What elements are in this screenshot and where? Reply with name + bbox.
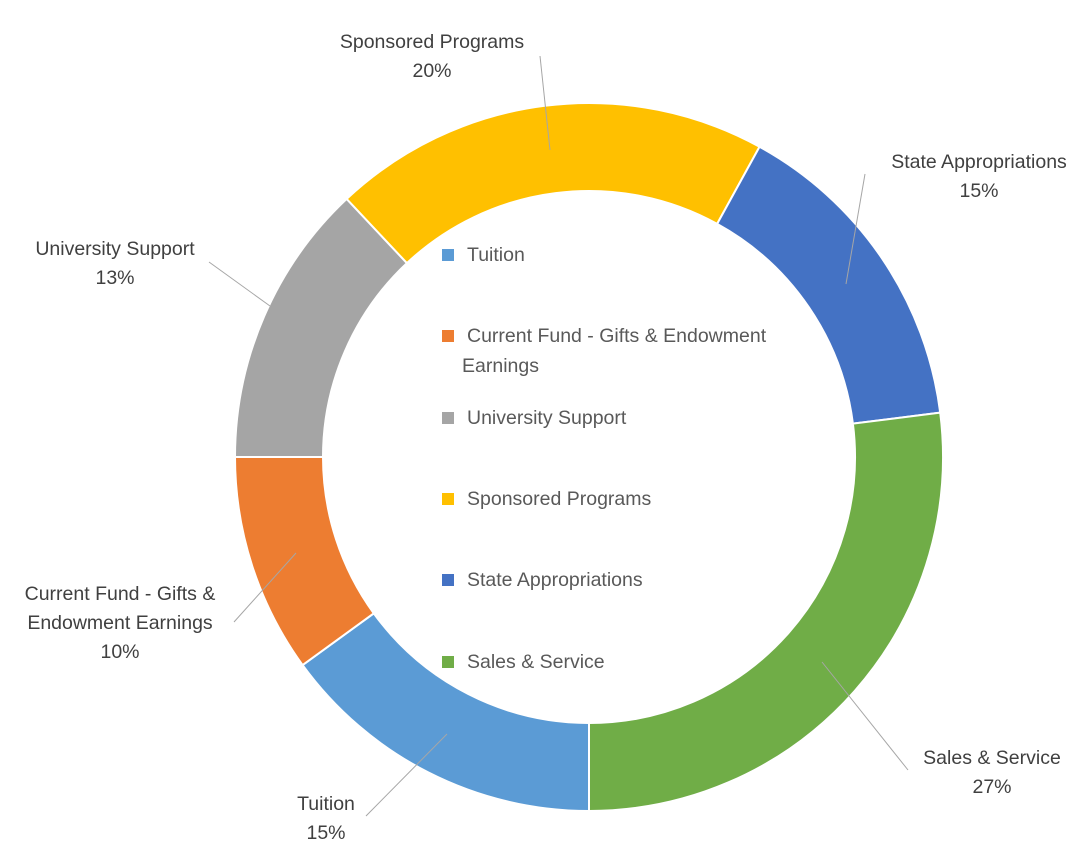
slice-sponsored-programs bbox=[345, 102, 761, 265]
data-label-university-support: University Support 13% bbox=[35, 238, 195, 289]
legend-marker bbox=[442, 574, 454, 586]
legend-item-tuition: Tuition bbox=[442, 244, 525, 266]
data-label-sponsored-programs: Sponsored Programs 20% bbox=[340, 31, 525, 82]
data-label-name: University Support bbox=[35, 238, 195, 260]
data-label-percent: 15% bbox=[959, 180, 998, 202]
data-label-name: Current Fund - Gifts & bbox=[25, 583, 216, 605]
data-label-state-appropriations: State Appropriations 15% bbox=[891, 151, 1067, 202]
legend-marker bbox=[442, 656, 454, 668]
leader-line-tuition bbox=[365, 733, 448, 817]
slice-sales-and-service bbox=[588, 411, 944, 813]
legend-label: Current Fund - Gifts & Endowment Earnings bbox=[462, 325, 767, 377]
leader-line-current-fund-gifts-and-endowment-earnings bbox=[233, 552, 297, 623]
legend-item-current-fund-gifts-and-endowment-earnings: Current Fund - Gifts & Endowment Earnings bbox=[442, 325, 767, 377]
legend: Tuition Current Fund - Gifts & Endowment E… bbox=[442, 244, 767, 673]
data-label-percent: 27% bbox=[972, 776, 1011, 798]
leader-line-sales-and-service bbox=[821, 661, 909, 771]
legend-label: Sales & Service bbox=[467, 651, 605, 673]
data-label-tuition: Tuition 15% bbox=[297, 793, 355, 844]
leader-lines bbox=[208, 55, 909, 817]
slice-tuition bbox=[301, 611, 590, 813]
legend-marker bbox=[442, 493, 454, 505]
legend-marker bbox=[442, 412, 454, 424]
leader-line-university-support bbox=[208, 261, 271, 307]
legend-item-sponsored-programs: Sponsored Programs bbox=[442, 488, 652, 510]
legend-item-university-support: University Support bbox=[442, 407, 627, 429]
legend-label: State Appropriations bbox=[467, 569, 643, 591]
data-label-name: Sales & Service bbox=[923, 747, 1061, 769]
legend-item-sales-and-service: Sales & Service bbox=[442, 651, 605, 673]
legend-label: Tuition bbox=[467, 244, 525, 266]
legend-label: University Support bbox=[467, 407, 627, 429]
data-label-name: Sponsored Programs bbox=[340, 31, 525, 53]
data-label-percent: 10% bbox=[100, 641, 139, 663]
slice-university-support bbox=[233, 197, 409, 458]
data-label-sales-and-service: Sales & Service 27% bbox=[923, 747, 1061, 798]
data-label-current-fund-gifts-and-endowment-earnings: Current Fund - Gifts & Endowment Earnings… bbox=[25, 583, 216, 663]
slice-state-appropriations bbox=[715, 145, 942, 425]
legend-marker bbox=[442, 249, 454, 261]
data-label-percent: 13% bbox=[95, 267, 134, 289]
legend-item-state-appropriations: State Appropriations bbox=[442, 569, 643, 591]
legend-label: Sponsored Programs bbox=[467, 488, 652, 510]
legend-marker bbox=[442, 330, 454, 342]
data-label-name: State Appropriations bbox=[891, 151, 1067, 173]
data-label-percent: 20% bbox=[412, 60, 451, 82]
data-labels: Tuition 15% Current Fund - Gifts & Endowmen… bbox=[25, 31, 1067, 844]
data-label-name: Endowment Earnings bbox=[27, 612, 213, 634]
data-label-name: Tuition bbox=[297, 793, 355, 815]
data-label-percent: 15% bbox=[306, 822, 345, 844]
doughnut-slices bbox=[233, 102, 944, 813]
leader-line-sponsored-programs bbox=[539, 55, 551, 151]
leader-line-state-appropriations bbox=[845, 173, 866, 285]
